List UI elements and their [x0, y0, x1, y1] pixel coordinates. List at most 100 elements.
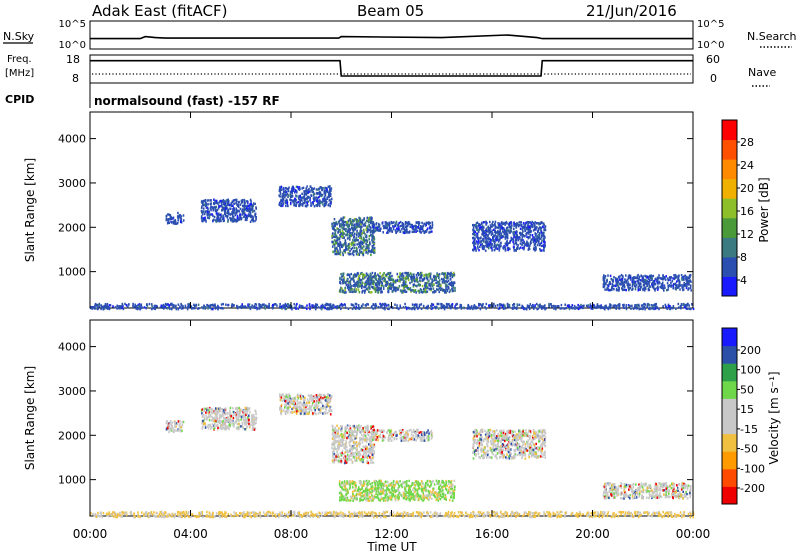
echo-point	[272, 304, 274, 306]
echo-point	[223, 417, 225, 419]
echo-point	[529, 308, 531, 310]
echo-point	[497, 248, 499, 250]
echo-point	[352, 291, 354, 293]
echo-point	[256, 303, 258, 305]
echo-point	[414, 276, 416, 278]
echo-point	[400, 225, 402, 227]
echo-point	[415, 231, 417, 233]
echo-point	[364, 283, 366, 285]
echo-point	[438, 277, 440, 279]
echo-point	[329, 190, 331, 192]
echo-point	[509, 225, 511, 227]
echo-point	[684, 284, 686, 286]
echo-point	[219, 201, 221, 203]
echo-point	[414, 280, 416, 282]
echo-point	[688, 283, 690, 285]
echo-point	[297, 308, 299, 310]
echo-point	[336, 223, 338, 225]
echo-point	[283, 187, 285, 189]
echo-point	[478, 223, 480, 225]
echo-point	[391, 275, 393, 277]
echo-point	[338, 253, 340, 255]
echo-point	[361, 285, 363, 287]
echo-point	[516, 226, 518, 228]
echo-point	[430, 276, 432, 278]
echo-point	[250, 203, 252, 205]
echo-point	[250, 214, 252, 216]
echo-point	[295, 308, 297, 310]
echo-point	[636, 284, 638, 286]
echo-point	[228, 428, 230, 430]
echo-point	[237, 408, 239, 410]
echo-point	[670, 276, 672, 278]
echo-point	[493, 237, 495, 239]
echo-point	[316, 193, 318, 195]
echo-point	[679, 284, 681, 286]
echo-point	[250, 308, 252, 310]
echo-point	[432, 224, 434, 226]
echo-point	[506, 221, 508, 223]
echo-point	[689, 274, 691, 276]
echo-point	[645, 286, 647, 288]
echo-point	[264, 307, 266, 309]
echo-point	[331, 198, 333, 200]
echo-point	[228, 304, 230, 306]
echo-point	[667, 282, 669, 284]
echo-point	[109, 307, 111, 309]
echo-point	[367, 282, 369, 284]
echo-point	[634, 304, 636, 306]
echo-point	[532, 238, 534, 240]
echo-point	[178, 420, 180, 422]
echo-point	[498, 240, 500, 242]
echo-point	[664, 287, 666, 289]
echo-point	[429, 222, 431, 224]
echo-point	[238, 204, 240, 206]
echo-point	[382, 303, 384, 305]
echo-point	[358, 233, 360, 235]
echo-point	[370, 234, 372, 236]
echo-point	[317, 202, 319, 204]
echo-point	[380, 277, 382, 279]
echo-point	[426, 274, 428, 276]
echo-point	[355, 307, 357, 309]
echo-point	[360, 240, 362, 242]
echo-point	[324, 196, 326, 198]
echo-point	[450, 289, 452, 291]
echo-point	[217, 219, 219, 221]
echo-point	[521, 305, 523, 307]
echo-point	[491, 223, 493, 225]
echo-point	[230, 424, 232, 426]
echo-point	[534, 227, 536, 229]
echo-point	[521, 239, 523, 241]
echo-point	[214, 216, 216, 218]
echo-point	[646, 306, 648, 308]
echo-point	[340, 308, 342, 310]
echo-point	[487, 230, 489, 232]
echo-point	[255, 419, 257, 421]
echo-point	[373, 221, 375, 223]
echo-point	[447, 290, 449, 292]
echo-point	[507, 303, 509, 305]
echo-point	[356, 230, 358, 232]
echo-point	[351, 242, 353, 244]
echo-point	[370, 227, 372, 229]
echo-point	[603, 306, 605, 308]
echo-point	[373, 244, 375, 246]
echo-point	[208, 427, 210, 429]
echo-point	[240, 208, 242, 210]
echo-point	[639, 282, 641, 284]
echo-point	[666, 307, 668, 309]
echo-point	[652, 280, 654, 282]
echo-point	[679, 281, 681, 283]
echo-point	[607, 274, 609, 276]
echo-point	[195, 304, 197, 306]
echo-point	[643, 278, 645, 280]
echo-point	[178, 429, 180, 431]
echo-point	[358, 224, 360, 226]
echo-point	[548, 303, 550, 305]
echo-point	[166, 304, 168, 306]
echo-point	[686, 304, 688, 306]
echo-point	[325, 411, 327, 413]
echo-point	[223, 219, 225, 221]
echo-point	[653, 285, 655, 287]
